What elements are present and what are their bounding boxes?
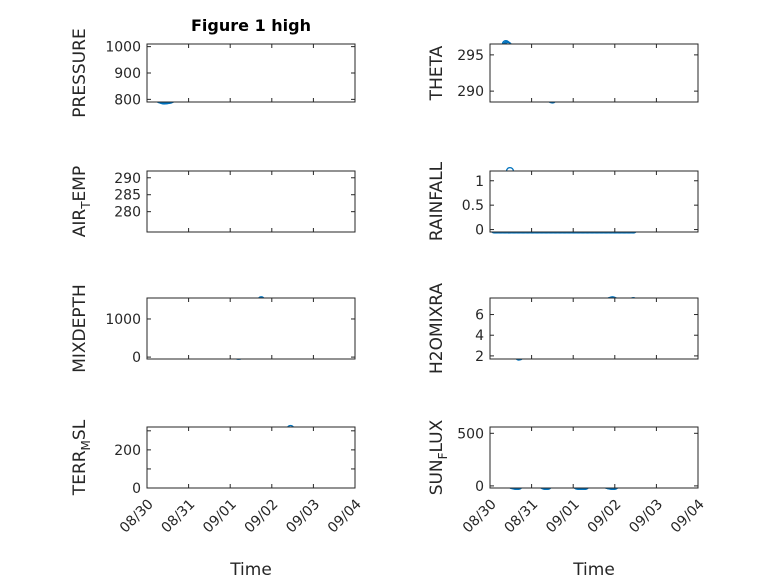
y-axis-label: SUNFLUX (427, 419, 450, 495)
y-axis-label: PRESSURE (70, 28, 90, 117)
axes-frame (489, 43, 699, 103)
y-tick-label: 295 (457, 48, 484, 64)
y-axis-label-sub: M (79, 440, 93, 450)
y-axis-label-main: PRESSURE (70, 28, 90, 117)
y-tick-label: 290 (114, 171, 141, 187)
y-axis-label: RAINFALL (427, 161, 447, 241)
y-tick-label: 0 (475, 479, 484, 495)
y-tick-label: 0.5 (462, 198, 484, 214)
y-axis-label-main: H2OMIXRA (427, 283, 447, 374)
y-axis-label-tail: LUX (427, 419, 447, 452)
axes-frame (146, 426, 356, 489)
axes-rainfall: 0 0.5 1 RAINFALL (427, 161, 699, 241)
y-axis-label-main: RAINFALL (427, 161, 447, 241)
y-tick-label: 1000 (105, 40, 141, 56)
y-tick-label: 200 (114, 443, 141, 459)
axes-frame (146, 170, 356, 233)
axes-frame (146, 297, 356, 360)
y-tick-label: 285 (114, 188, 141, 204)
y-axis-label: TERRMSL (70, 419, 93, 496)
axes-h2omixra: 2 4 6 H2OMIXRA (427, 283, 699, 374)
y-axis-label: THETA (427, 45, 447, 101)
y-axis-label-main: MIXDEPTH (70, 284, 90, 373)
y-tick-label: 1000 (105, 312, 141, 328)
axes-pressure: 800 900 1000 PRESSURE (70, 28, 356, 118)
y-tick-label: 1 (475, 174, 484, 190)
y-axis-label-tail: SL (70, 419, 90, 440)
axes-theta: 290 295 THETA (427, 39, 699, 104)
y-axis-label-sub: F (436, 452, 450, 459)
xlabel-left: Time (229, 560, 272, 580)
xlabel-right: Time (572, 560, 615, 580)
axes-frame (146, 43, 356, 103)
y-tick-label: 800 (114, 92, 141, 108)
y-tick-label: 290 (457, 84, 484, 100)
y-tick-label: 2 (475, 349, 484, 365)
y-axis-label: AIRTEMP (70, 166, 93, 237)
y-axis-label: H2OMIXRA (427, 283, 447, 374)
axes-frame (489, 426, 699, 489)
y-axis-label-tail: EMP (70, 166, 90, 202)
y-tick-label: 280 (114, 205, 141, 221)
axes-frame (489, 170, 699, 233)
y-axis-label-main: THETA (427, 45, 447, 101)
y-tick-label: 0 (475, 223, 484, 239)
y-axis-label: MIXDEPTH (70, 284, 90, 373)
y-tick-label: 4 (475, 328, 484, 344)
y-axis-label-main: SUN (427, 459, 447, 495)
y-tick-label: 500 (457, 426, 484, 442)
y-tick-label: 0 (132, 350, 141, 366)
figure-title: Figure 1 high (191, 16, 311, 35)
y-axis-label-main: AIR (70, 209, 90, 238)
y-tick-label: 6 (475, 308, 484, 324)
y-tick-label: 900 (114, 66, 141, 82)
y-axis-label-main: TERR (70, 450, 90, 496)
axes-frame (489, 297, 699, 360)
y-tick-label: 0 (132, 481, 141, 497)
y-axis-label-sub: T (79, 201, 93, 210)
axes-mixdepth: 0 1000 MIXDEPTH (70, 284, 356, 373)
